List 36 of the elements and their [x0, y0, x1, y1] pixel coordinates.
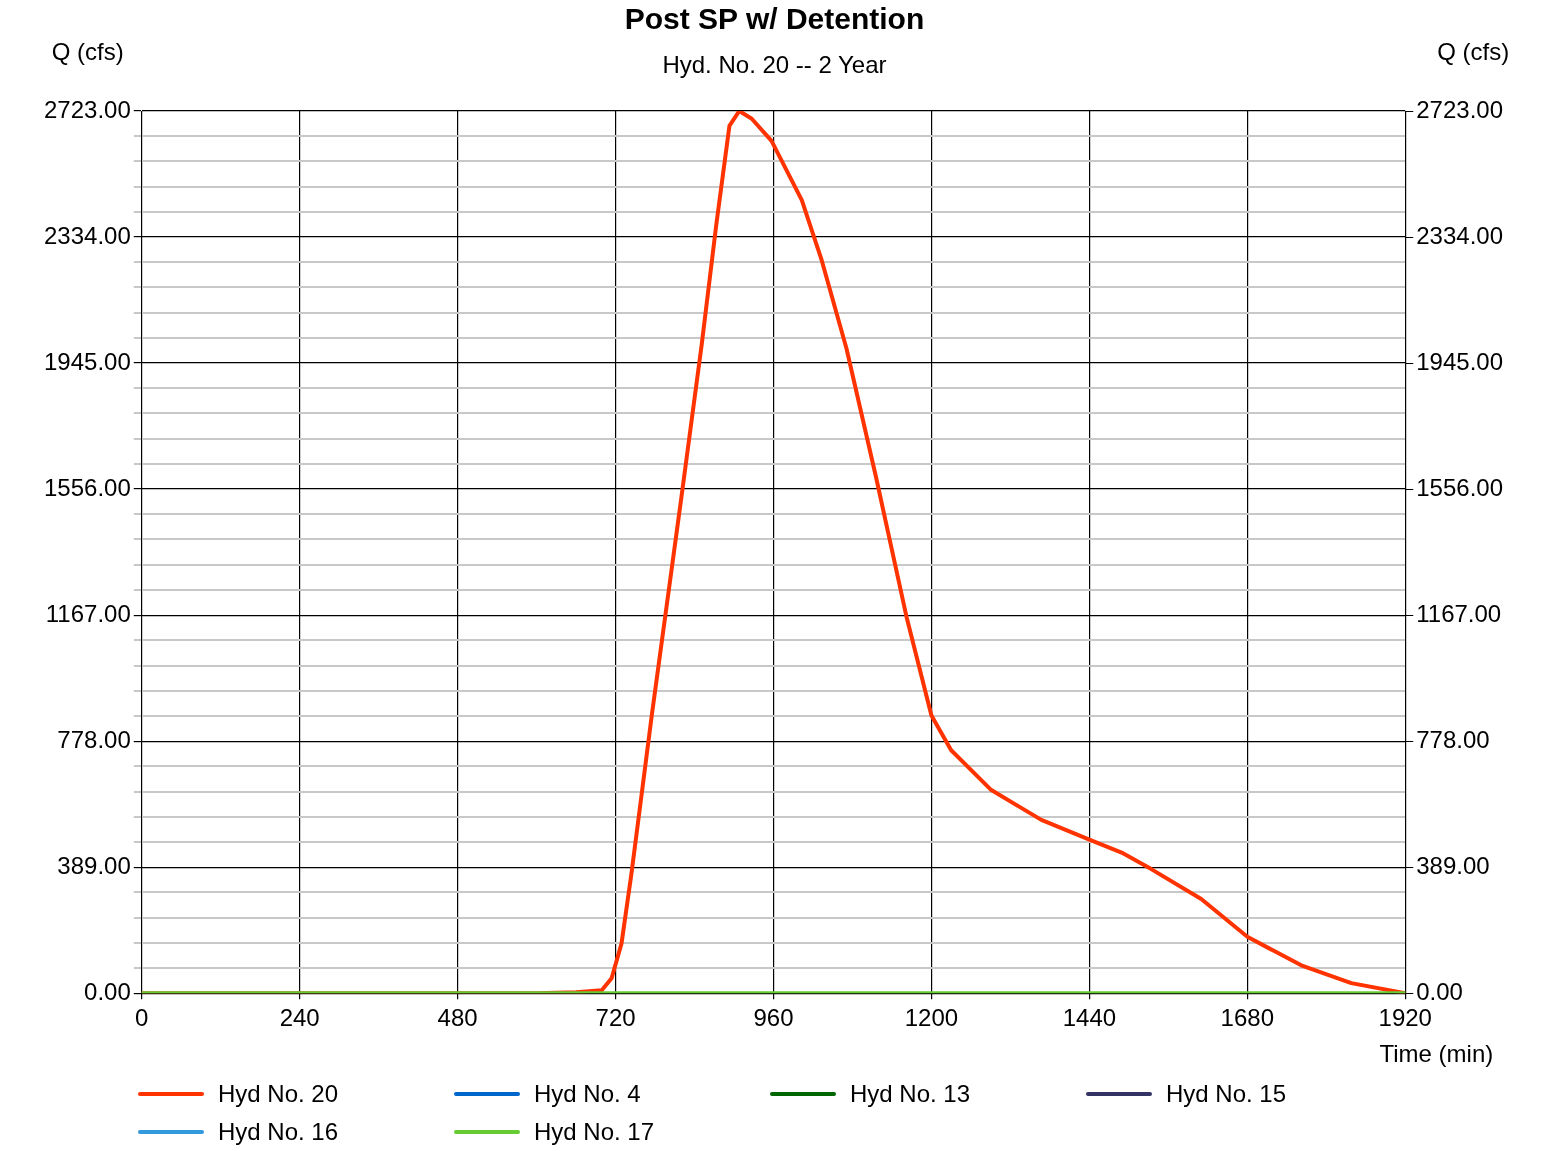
y-tick-label: 1945.00	[43, 347, 131, 375]
legend-label: Hyd No. 15	[1166, 1080, 1287, 1108]
x-tick-label: 480	[437, 1004, 478, 1032]
y-tick-label: 389.00	[57, 851, 131, 879]
y-tick-label: 2334.00	[43, 221, 131, 249]
y-axis-title: Q (cfs)	[51, 37, 124, 65]
y-tick-label: 1556.00	[43, 473, 131, 501]
x-tick-label: 720	[595, 1004, 636, 1032]
legend-label: Hyd No. 16	[218, 1118, 339, 1146]
y2-tick-label: 2334.00	[1416, 221, 1504, 249]
chart-subtitle: Hyd. No. 20 -- 2 Year	[662, 50, 887, 78]
x-tick-label: 0	[135, 1004, 149, 1032]
y-tick-label: 0.00	[84, 977, 131, 1005]
x-tick-label: 960	[753, 1004, 794, 1032]
y2-tick-label: 1556.00	[1416, 473, 1504, 501]
x-tick-label: 1440	[1062, 1004, 1117, 1032]
chart-title: Post SP w/ Detention	[624, 2, 925, 36]
y2-axis-title: Q (cfs)	[1437, 37, 1510, 65]
y2-tick-label: 1167.00	[1416, 599, 1502, 627]
y-tick-label: 2723.00	[43, 95, 131, 123]
legend-label: Hyd No. 13	[850, 1080, 971, 1108]
y2-tick-label: 778.00	[1416, 725, 1490, 753]
legend-label: Hyd No. 4	[534, 1080, 641, 1108]
x-tick-label: 1920	[1378, 1004, 1432, 1032]
legend-label: Hyd No. 20	[218, 1080, 339, 1108]
x-tick-label: 240	[279, 1004, 320, 1032]
y2-tick-label: 1945.00	[1416, 347, 1504, 375]
x-tick-label: 1680	[1220, 1004, 1274, 1032]
x-axis-title: Time (min)	[1379, 1039, 1494, 1067]
legend-label: Hyd No. 17	[534, 1118, 655, 1146]
x-tick-label: 1200	[904, 1004, 959, 1032]
y2-tick-label: 389.00	[1416, 851, 1490, 879]
y-tick-label: 778.00	[57, 725, 131, 753]
y-tick-label: 1167.00	[45, 599, 131, 627]
y2-tick-label: 0.00	[1416, 977, 1463, 1005]
y2-tick-label: 2723.00	[1416, 95, 1504, 123]
